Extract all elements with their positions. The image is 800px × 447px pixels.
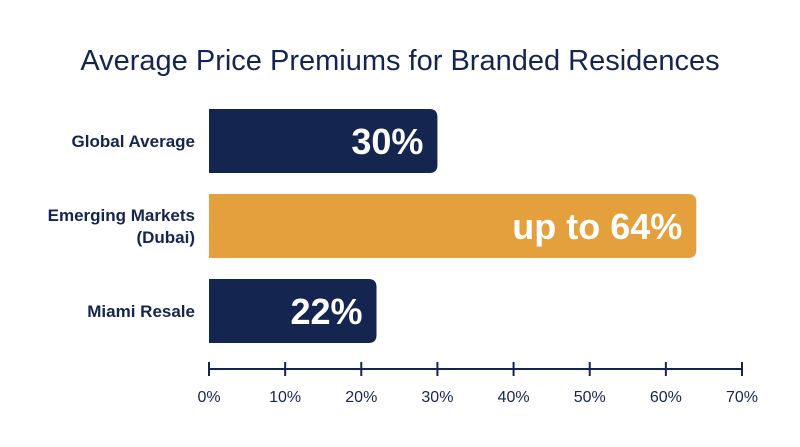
x-tick-label-10: 10%	[269, 389, 301, 406]
x-tick-label-40: 40%	[498, 389, 530, 406]
bar-global-average	[209, 109, 438, 173]
data-label-global-average: 30%	[351, 121, 423, 162]
bars-layer: 30% up to 64% 22%	[209, 109, 697, 343]
x-tick-label-0: 0%	[197, 389, 220, 406]
x-tick-label-70: 70%	[726, 389, 758, 406]
category-label-emerging-markets-dubai: Emerging Markets (Dubai)	[48, 206, 195, 247]
data-label-emerging-markets-dubai: up to 64%	[512, 206, 682, 247]
category-labels: Global Average Emerging Markets (Dubai) Mia…	[48, 132, 195, 321]
x-axis: 0% 10% 20% 30% 40% 50% 60% 70%	[197, 362, 758, 406]
chart-title: Average Price Premiums for Branded Resid…	[80, 45, 719, 77]
x-tick-label-30: 30%	[421, 389, 453, 406]
category-label-global-average: Global Average	[72, 132, 195, 151]
bar-emerging-markets-dubai	[209, 194, 697, 258]
x-tick-label-60: 60%	[650, 389, 682, 406]
bar-miami-resale	[209, 279, 377, 343]
x-tick-label-20: 20%	[345, 389, 377, 406]
x-tick-label-50: 50%	[574, 389, 606, 406]
category-label-miami-resale: Miami Resale	[87, 302, 195, 321]
data-label-miami-resale: 22%	[290, 291, 362, 332]
